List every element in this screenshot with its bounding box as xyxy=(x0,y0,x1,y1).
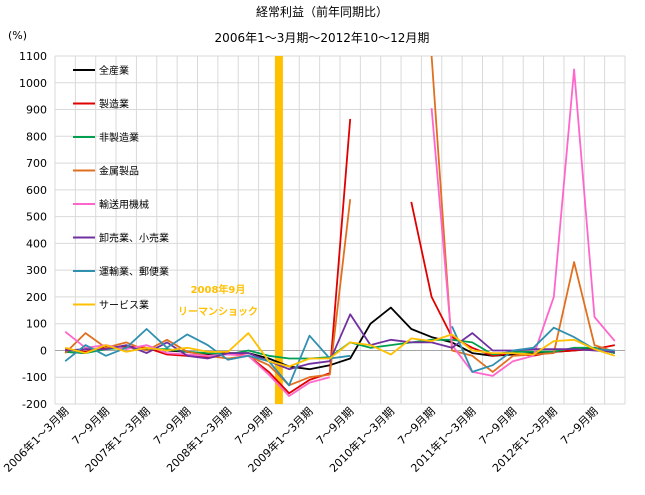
legend-label: 卸売業、小売業 xyxy=(99,232,169,245)
chart-title: 経常利益（前年同期比） xyxy=(256,4,388,19)
lehman-shock-marker xyxy=(274,56,283,404)
y-tick-label: 1000 xyxy=(19,77,47,90)
annotation-bar xyxy=(274,56,283,404)
series-lines xyxy=(64,55,616,397)
y-tick-label: 400 xyxy=(26,237,47,250)
y-tick-label: 0 xyxy=(40,344,47,357)
x-axis-ticks: 2006年1～3月期7～9月期2007年1～3月期7～9月期2008年1～3月期… xyxy=(1,404,601,475)
x-tick-label: 7～9月期 xyxy=(395,405,437,447)
legend-label: 全産業 xyxy=(99,64,129,77)
y-tick-label: 900 xyxy=(26,104,47,117)
legend-label: サービス業 xyxy=(99,299,149,312)
legend-label: 輸送用機械 xyxy=(99,198,149,211)
annotation-date: 2008年9月 xyxy=(191,283,246,296)
x-tick-label: 7～9月期 xyxy=(314,405,356,447)
gridlines xyxy=(54,55,626,405)
y-tick-label: 600 xyxy=(26,184,47,197)
annotation-label: リーマンショック xyxy=(178,306,258,318)
x-tick-label: 2006年1～3月期 xyxy=(1,404,72,475)
y-axis-unit: (%) xyxy=(8,29,27,42)
x-tick-label: 7～9月期 xyxy=(558,405,600,447)
y-tick-label: -200 xyxy=(22,398,47,411)
legend-label: 運輸業、郵便業 xyxy=(99,265,169,278)
y-tick-label: 1100 xyxy=(19,50,47,63)
chart-subtitle: 2006年1～3月期～2012年10～12月期 xyxy=(215,31,430,45)
x-tick-label: 7～9月期 xyxy=(477,405,519,447)
legend-label: 製造業 xyxy=(99,98,129,111)
x-tick-label: 7～9月期 xyxy=(70,405,112,447)
legend-label: 非製造業 xyxy=(99,131,139,144)
y-tick-label: 700 xyxy=(26,157,47,170)
x-tick-label: 7～9月期 xyxy=(151,405,193,447)
y-tick-label: 500 xyxy=(26,211,47,224)
y-axis-ticks: -200 -100 0 100 200 300 400 500 600 700 800 900 1000… xyxy=(19,50,47,411)
y-tick-label: 100 xyxy=(26,318,47,331)
y-tick-label: -100 xyxy=(22,371,47,384)
series-line xyxy=(64,332,616,368)
y-tick-label: 300 xyxy=(26,264,47,277)
y-tick-label: 800 xyxy=(26,130,47,143)
legend-label: 金属製品 xyxy=(99,165,139,178)
y-tick-label: 200 xyxy=(26,291,47,304)
x-tick-label: 7～9月期 xyxy=(232,405,274,447)
